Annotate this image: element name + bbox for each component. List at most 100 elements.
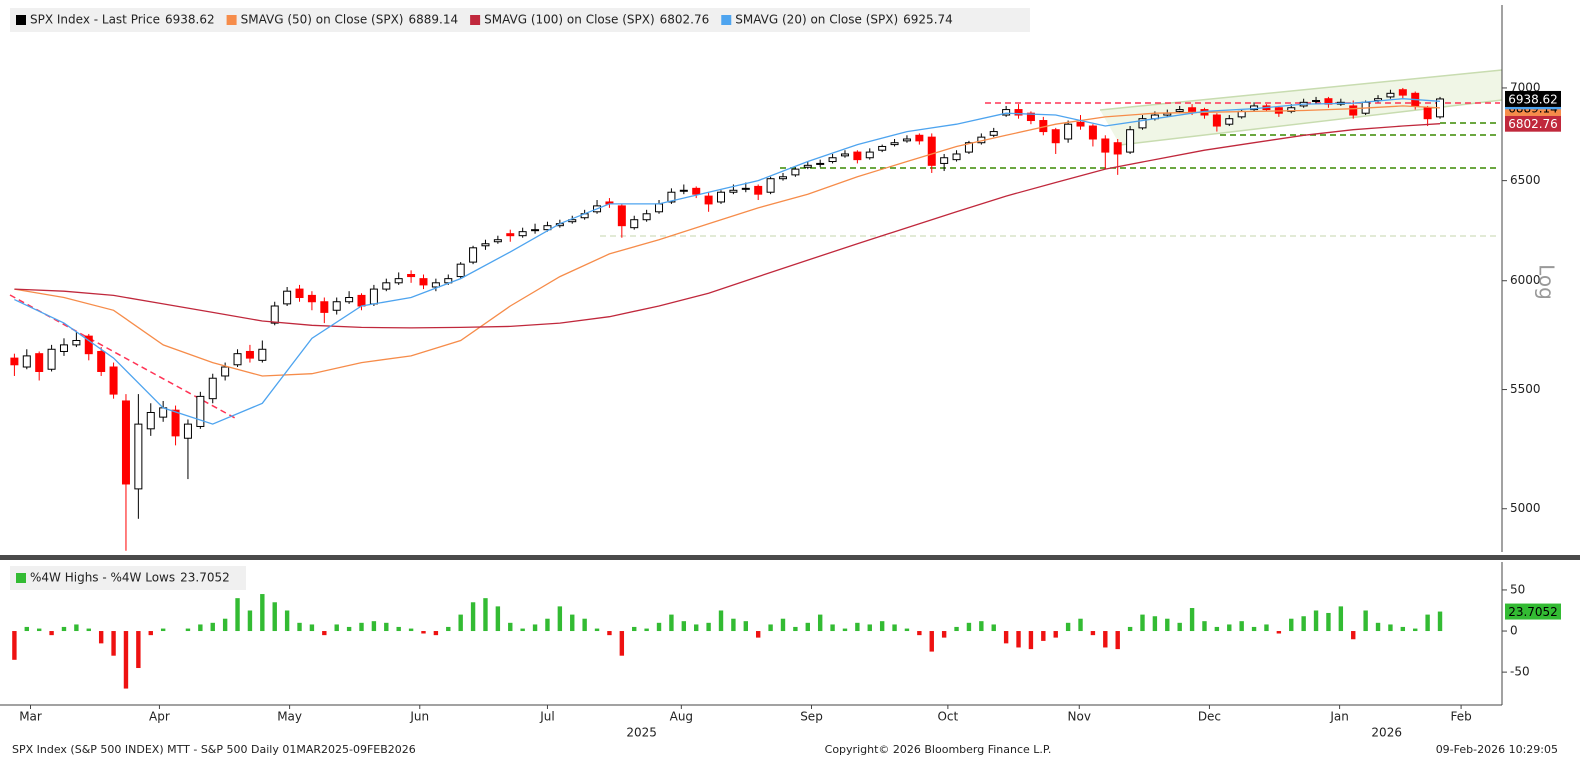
bar xyxy=(1090,631,1096,636)
bar xyxy=(322,631,327,636)
bar xyxy=(1301,616,1306,632)
candle-body xyxy=(146,411,155,430)
bar xyxy=(1351,631,1356,640)
candle-body xyxy=(1312,100,1321,103)
candle-body xyxy=(221,366,230,377)
bar xyxy=(1425,614,1430,632)
candle-body xyxy=(940,157,949,164)
candle-body xyxy=(320,301,329,313)
y-tick-label: 5500 xyxy=(1510,382,1541,396)
bar xyxy=(334,624,339,632)
candle-body xyxy=(121,400,130,485)
bar xyxy=(1276,631,1282,634)
x-tick-label: Aug xyxy=(670,710,693,724)
bar xyxy=(793,626,798,632)
bar xyxy=(545,618,550,632)
x-tick-label: Oct xyxy=(937,710,958,724)
bar xyxy=(954,626,959,632)
legend-value: 23.7052 xyxy=(180,571,230,585)
y-axis-title: Log xyxy=(1535,264,1559,300)
candle-body xyxy=(642,213,651,221)
candle-body xyxy=(729,189,738,193)
value-tag xyxy=(1505,90,1561,107)
bar xyxy=(644,628,649,632)
bar xyxy=(1289,618,1294,632)
candle-body xyxy=(989,131,998,136)
candle-body xyxy=(1138,118,1147,129)
legend-box xyxy=(10,566,246,590)
candle-body xyxy=(816,162,825,165)
bar xyxy=(458,614,463,632)
bar xyxy=(694,624,699,632)
x-tick-label: May xyxy=(277,710,302,724)
moving-average-line xyxy=(14,105,1441,377)
legend-label: SMAVG (50) on Close (SPX) xyxy=(241,13,404,27)
bar xyxy=(470,602,476,632)
candle-body xyxy=(245,350,254,359)
candle-body xyxy=(902,138,911,142)
bar xyxy=(1065,622,1071,632)
x-year-label: 2026 xyxy=(1371,726,1402,740)
bar xyxy=(24,626,29,632)
candle-body xyxy=(531,229,540,232)
value-tag xyxy=(1505,603,1561,620)
candle-body xyxy=(1002,109,1011,116)
candle-body xyxy=(692,187,701,195)
x-tick-label: Jan xyxy=(1329,710,1349,724)
bar xyxy=(297,622,302,632)
bar xyxy=(557,606,563,632)
candle-body xyxy=(332,301,341,311)
bar xyxy=(780,618,786,632)
bar xyxy=(743,621,749,632)
bar xyxy=(446,626,451,632)
x-tick-label: Sep xyxy=(800,710,823,724)
bar xyxy=(1140,614,1145,632)
bar xyxy=(111,631,116,656)
candle-body xyxy=(1014,109,1023,116)
candle-body xyxy=(258,348,267,361)
candle-body xyxy=(1423,107,1432,120)
plot: 500055006000650070006802.766889.146925.7… xyxy=(10,80,1561,740)
candle-body xyxy=(704,195,713,205)
bar xyxy=(371,621,377,632)
bar xyxy=(185,628,191,632)
candle-body xyxy=(369,288,378,305)
bar xyxy=(842,628,848,632)
candle-body xyxy=(840,153,849,157)
bar xyxy=(260,594,265,632)
candle-body xyxy=(741,187,750,190)
bar xyxy=(1003,631,1009,644)
bar xyxy=(1053,631,1058,638)
candle-body xyxy=(1088,125,1097,140)
candle-body xyxy=(543,225,552,231)
x-tick-label: Feb xyxy=(1450,710,1471,724)
candle-body xyxy=(791,168,800,176)
bar xyxy=(508,622,513,632)
bar xyxy=(1214,626,1220,632)
y-tick-label: 7000 xyxy=(1510,80,1541,94)
bar xyxy=(1202,621,1207,632)
candle-body xyxy=(431,282,440,288)
bar xyxy=(1326,612,1331,632)
bar xyxy=(1041,631,1046,641)
bar xyxy=(1227,624,1232,632)
candle-body xyxy=(1175,109,1184,112)
legend-swatch xyxy=(16,15,26,25)
candle-body xyxy=(778,176,787,180)
bar xyxy=(1400,626,1406,632)
x-tick-label: Jun xyxy=(409,710,429,724)
candle-body xyxy=(10,357,19,366)
bar xyxy=(594,628,600,632)
bar xyxy=(384,622,389,632)
bar xyxy=(495,606,501,632)
y-tick-label: 5000 xyxy=(1510,501,1541,515)
legend-label: SMAVG (100) on Close (SPX) xyxy=(484,13,655,27)
bar xyxy=(408,628,414,632)
candle-body xyxy=(1386,92,1395,98)
bar xyxy=(570,614,575,632)
candle-body xyxy=(1349,105,1358,116)
bar xyxy=(396,626,401,632)
footer-right: 09-Feb-2026 10:29:05 xyxy=(1436,743,1558,756)
moving-average-line xyxy=(14,98,1441,425)
